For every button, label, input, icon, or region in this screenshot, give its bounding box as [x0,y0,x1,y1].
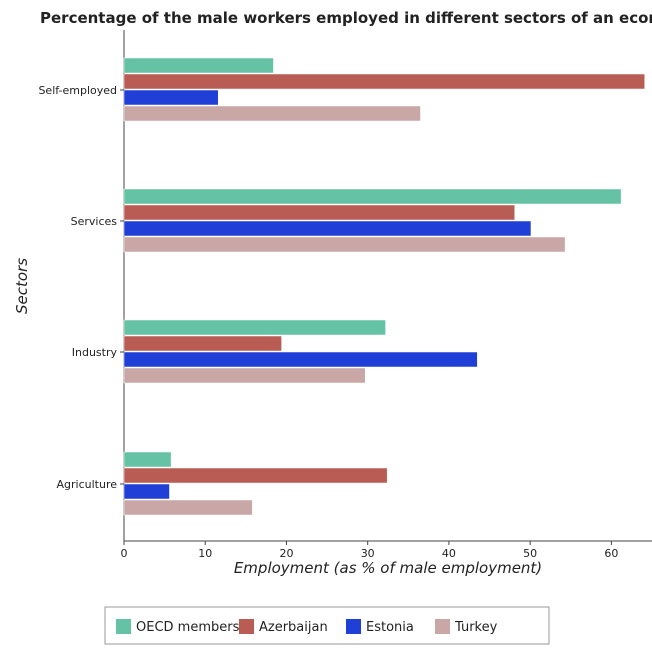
bar-agriculture-estonia [124,484,169,499]
legend-swatch-estonia [346,619,361,634]
bars [124,58,645,515]
bar-industry-azerbaijan [124,336,282,351]
legend-label: Estonia [366,620,414,635]
legend-label: OECD members [136,620,240,635]
chart-title: Percentage of the male workers employed … [40,9,652,27]
bar-industry-turkey [124,368,365,383]
bar-self-employed-estonia [124,90,218,105]
chart-title-group: Percentage of the male workers employed … [40,9,652,27]
bar-self-employed-azerbaijan [124,74,645,89]
y-tick-label: Industry [72,346,118,359]
bar-self-employed-turkey [124,106,420,121]
y-tick-label: Agriculture [57,478,118,491]
legend-swatch-azerbaijan [239,619,254,634]
bar-services-oecd-members [124,189,621,204]
legend-swatch-turkey [435,619,450,634]
x-ticks: 0 10 20 30 40 50 60 [121,541,619,560]
y-ticks: Agriculture Industry Services Self-employed [38,84,124,491]
legend: OECD members Azerbaijan Estonia Turkey [105,607,549,644]
x-tick-label: 0 [121,547,128,560]
bar-services-turkey [124,237,565,252]
x-tick-label: 60 [604,547,618,560]
y-tick-label: Services [71,215,118,228]
bar-agriculture-azerbaijan [124,468,387,483]
y-axis-title: Sectors [13,258,31,314]
legend-label: Turkey [454,620,498,635]
bar-services-azerbaijan [124,205,515,220]
bar-services-estonia [124,221,531,236]
bar-industry-estonia [124,352,477,367]
legend-swatch-oecd-members [116,619,131,634]
bar-industry-oecd-members [124,320,386,335]
y-tick-label: Self-employed [38,84,117,97]
bar-agriculture-oecd-members [124,452,171,467]
legend-label: Azerbaijan [259,620,328,635]
plot-area: Agriculture Industry Services Self-employed… [38,30,652,560]
bar-agriculture-turkey [124,500,252,515]
bar-self-employed-oecd-members [124,58,273,73]
x-axis-title: Employment (as % of male employment) [234,559,542,577]
x-tick-label: 10 [198,547,212,560]
